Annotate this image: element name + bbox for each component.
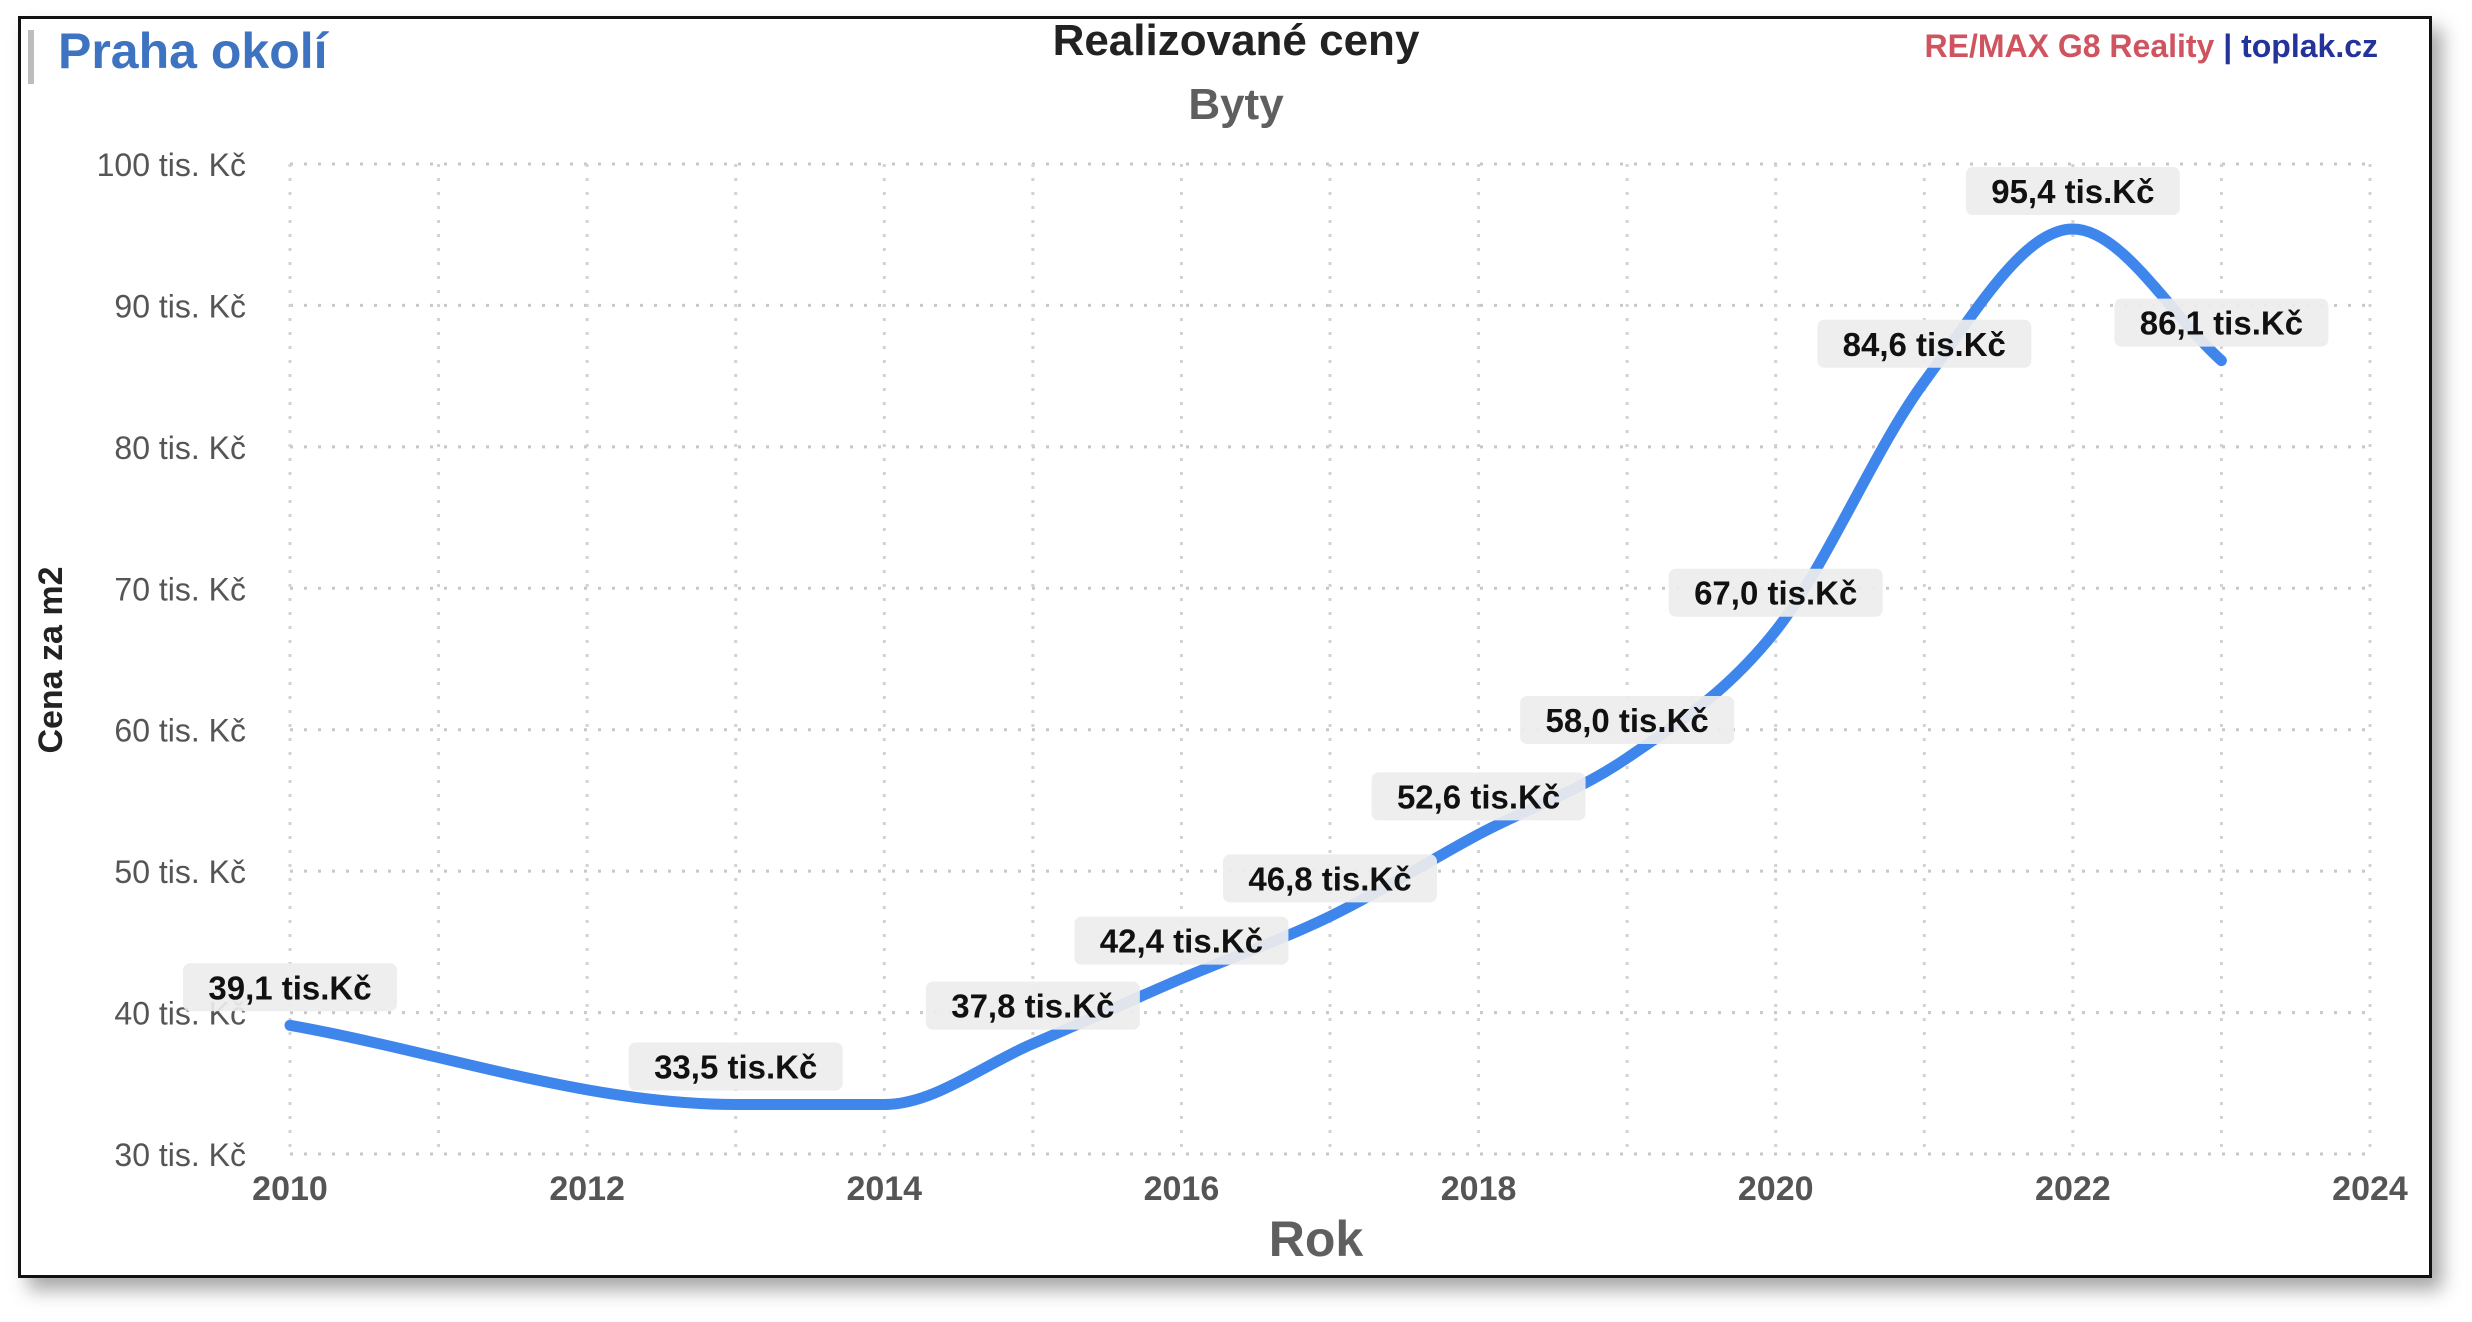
y-tick-label: 80 tis. Kč bbox=[114, 430, 246, 466]
x-tick-label: 2014 bbox=[846, 1170, 922, 1208]
x-tick-label: 2018 bbox=[1441, 1170, 1517, 1208]
data-label-text: 39,1 tis.Kč bbox=[208, 969, 371, 1006]
region-accent-bar bbox=[28, 30, 34, 84]
data-label-text: 33,5 tis.Kč bbox=[654, 1049, 817, 1086]
data-label-box bbox=[1223, 854, 1437, 903]
data-label-text: 95,4 tis.Kč bbox=[1991, 173, 2154, 210]
y-axis-label: Cena za m2 bbox=[32, 566, 70, 753]
brand-site: toplak.cz bbox=[2241, 28, 2378, 64]
y-tick-label: 100 tis. Kč bbox=[97, 147, 246, 183]
region-title: Praha okolí bbox=[58, 23, 328, 79]
x-tick-label: 2016 bbox=[1144, 1170, 1220, 1208]
data-label-text: 84,6 tis.Kč bbox=[1843, 326, 2006, 363]
data-label: 37,8 tis.Kč bbox=[925, 981, 1140, 1030]
data-label-text: 42,4 tis.Kč bbox=[1100, 923, 1263, 960]
data-label-box bbox=[1965, 167, 2180, 216]
data-label-box bbox=[1074, 916, 1289, 965]
x-tick-label: 2022 bbox=[2035, 1170, 2111, 1208]
brand-separator: | bbox=[2214, 28, 2242, 64]
x-tick-label: 2012 bbox=[549, 1170, 625, 1208]
x-tick-label: 2020 bbox=[1738, 1170, 1814, 1208]
data-label: 52,6 tis.Kč bbox=[1371, 772, 1586, 821]
data-labels: 39,1 tis.Kč 33,5 tis.Kč 37,8 tis.Kč 42,4 ti… bbox=[183, 167, 2329, 1091]
data-label-box bbox=[925, 981, 1140, 1030]
data-label: 46,8 tis.Kč bbox=[1223, 854, 1437, 903]
data-label-text: 67,0 tis.Kč bbox=[1694, 575, 1857, 612]
data-label: 33,5 tis.Kč bbox=[628, 1042, 843, 1091]
y-tick-label: 50 tis. Kč bbox=[114, 854, 246, 890]
chart-subtitle: Byty bbox=[1188, 80, 1284, 129]
y-tick-label: 30 tis. Kč bbox=[114, 1137, 246, 1173]
y-tick-label: 70 tis. Kč bbox=[114, 571, 246, 607]
data-label-box bbox=[628, 1042, 843, 1091]
chart-grid bbox=[288, 162, 2372, 1156]
y-tick-label: 90 tis. Kč bbox=[114, 288, 246, 324]
brand-remax: RE/MAX G8 Reality bbox=[1924, 28, 2215, 64]
data-label: 95,4 tis.Kč bbox=[1965, 167, 2180, 216]
data-label: 42,4 tis.Kč bbox=[1074, 916, 1289, 965]
data-label: 86,1 tis.Kč bbox=[2114, 298, 2329, 347]
data-label-text: 58,0 tis.Kč bbox=[1546, 702, 1709, 739]
data-label: 39,1 tis.Kč bbox=[183, 963, 397, 1012]
x-tick-label: 2010 bbox=[252, 1170, 328, 1208]
chart-card bbox=[18, 16, 2432, 1278]
data-label: 84,6 tis.Kč bbox=[1817, 319, 2032, 368]
data-label-box bbox=[1520, 696, 1735, 744]
data-label-box bbox=[1817, 319, 2032, 368]
data-label-text: 86,1 tis.Kč bbox=[2140, 305, 2303, 342]
chart-title: Realizované ceny bbox=[1052, 16, 1420, 65]
data-label-box bbox=[183, 963, 397, 1012]
brand-credit: RE/MAX G8 Reality | toplak.cz bbox=[1924, 28, 2378, 65]
data-label-box bbox=[1371, 772, 1586, 821]
data-label-text: 52,6 tis.Kč bbox=[1397, 778, 1560, 815]
data-label-text: 46,8 tis.Kč bbox=[1248, 860, 1411, 897]
x-axis-label: Rok bbox=[1269, 1211, 1364, 1267]
x-axis-ticks: 2010 2012 2014 2016 2018 2020 2022 2024 bbox=[252, 1170, 2408, 1208]
data-label-text: 37,8 tis.Kč bbox=[951, 988, 1114, 1025]
x-tick-label: 2024 bbox=[2332, 1170, 2408, 1208]
data-label-box bbox=[2114, 298, 2329, 347]
data-label-box bbox=[1668, 568, 1883, 617]
y-tick-label: 60 tis. Kč bbox=[114, 713, 246, 749]
data-label: 58,0 tis.Kč bbox=[1520, 696, 1735, 744]
data-label: 67,0 tis.Kč bbox=[1668, 568, 1883, 617]
